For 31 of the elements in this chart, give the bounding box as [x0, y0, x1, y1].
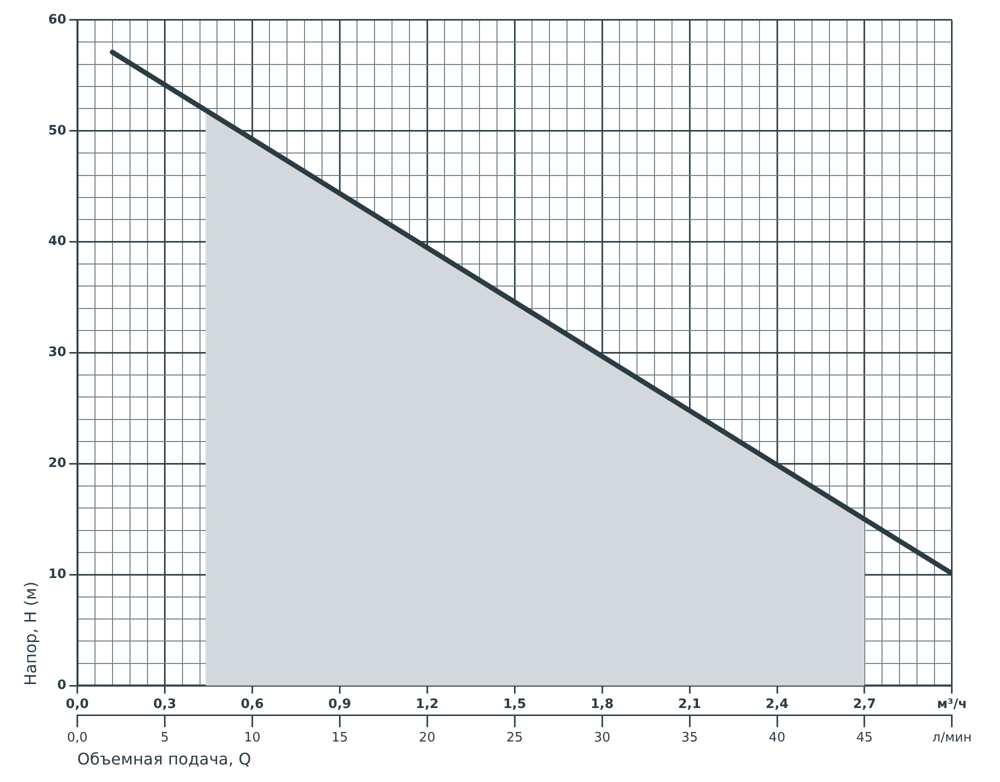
- x-tick-label: 2,4: [766, 696, 789, 712]
- x2-tick-label: 0,0: [66, 730, 88, 746]
- x2-tick-label: 5: [160, 730, 169, 746]
- x2-tick-label: л/мин: [932, 730, 972, 746]
- y-tick-label: 30: [48, 345, 66, 360]
- x-tick-label: 2,7: [853, 696, 876, 712]
- x2-tick-label: 15: [331, 730, 348, 746]
- x-tick-label: 0,9: [328, 696, 352, 712]
- x2-tick-label: 45: [856, 730, 873, 746]
- y-tick-label: 10: [48, 567, 66, 582]
- y-tick-label: 20: [48, 456, 66, 472]
- x-tick-label: 1,8: [590, 696, 614, 712]
- y-tick-label: 40: [48, 234, 66, 250]
- x2-tick-label: 35: [681, 730, 698, 746]
- y-tick-label: 60: [48, 12, 66, 28]
- y-tick-label: 0: [57, 678, 66, 693]
- x-tick-label: 2,1: [678, 696, 702, 712]
- x2-tick-label: 40: [768, 730, 786, 746]
- x2-tick-label: 10: [244, 730, 261, 746]
- x2-tick-label: 20: [418, 730, 436, 746]
- x-tick-label: 0,0: [66, 696, 89, 712]
- x-tick-label: 0,3: [153, 696, 176, 712]
- x-tick-label: м³/ч: [937, 696, 967, 712]
- x-tick-label: 1,5: [503, 696, 526, 712]
- x2-tick-label: 25: [506, 730, 523, 746]
- y-tick-label: 50: [48, 123, 66, 138]
- x2-axis-title: Объемная подача, Q: [77, 750, 252, 769]
- x-tick-label: 0,6: [240, 696, 264, 712]
- x2-tick-label: 30: [594, 730, 610, 746]
- y-axis-title: Напор, H (м): [20, 582, 40, 686]
- x-tick-label: 1,2: [416, 696, 439, 712]
